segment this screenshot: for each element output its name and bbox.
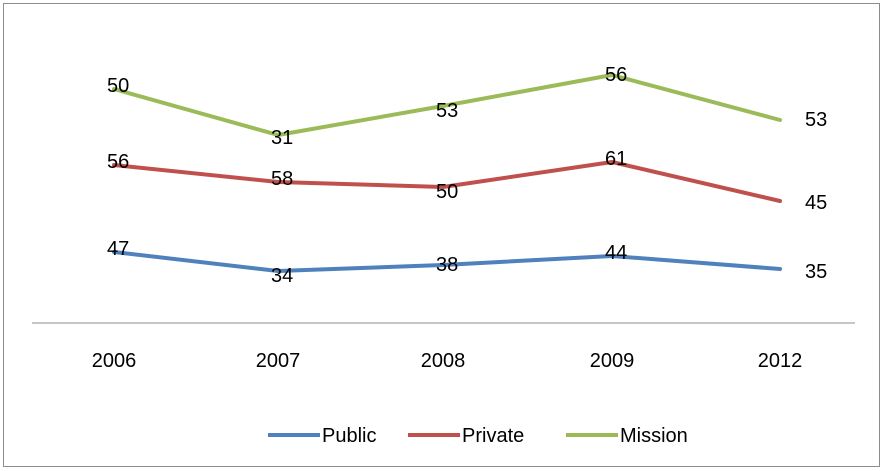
x-tick-2012: 2012 bbox=[758, 350, 803, 372]
data-label-mission-2009: 56 bbox=[605, 64, 627, 86]
series-line-private bbox=[112, 160, 782, 203]
series-public: 47 34 38 44 35 bbox=[107, 238, 827, 287]
legend-label-private: Private bbox=[462, 425, 524, 447]
series-line-mission bbox=[112, 73, 782, 137]
data-label-private-2007: 58 bbox=[271, 168, 293, 190]
data-label-public-2006: 47 bbox=[107, 238, 129, 260]
x-tick-2008: 2008 bbox=[421, 350, 466, 372]
data-label-mission-2012: 53 bbox=[805, 109, 827, 131]
legend-label-public: Public bbox=[322, 425, 376, 447]
legend-label-mission: Mission bbox=[620, 425, 688, 447]
data-label-public-2012: 35 bbox=[805, 261, 827, 283]
data-label-private-2008: 50 bbox=[436, 181, 458, 203]
data-label-private-2006: 56 bbox=[107, 151, 129, 173]
series-line-public bbox=[112, 250, 782, 273]
data-label-mission-2007: 31 bbox=[271, 127, 293, 149]
data-label-public-2007: 34 bbox=[271, 265, 293, 287]
data-label-private-2009: 61 bbox=[605, 148, 627, 170]
data-label-public-2008: 38 bbox=[436, 254, 458, 276]
data-label-private-2012: 45 bbox=[805, 192, 827, 214]
x-tick-2006: 2006 bbox=[92, 350, 137, 372]
data-label-mission-2008: 53 bbox=[436, 100, 458, 122]
x-tick-2007: 2007 bbox=[256, 350, 301, 372]
series-layer: 47 34 38 44 35 56 58 50 61 45 50 31 53 56 53 bbox=[107, 64, 827, 287]
data-label-mission-2006: 50 bbox=[107, 75, 129, 97]
x-tick-labels: 2006 2007 2008 2009 2012 bbox=[92, 350, 803, 372]
series-private: 56 58 50 61 45 bbox=[107, 148, 827, 214]
data-label-public-2009: 44 bbox=[605, 242, 627, 264]
x-tick-2009: 2009 bbox=[590, 350, 635, 372]
series-mission: 50 31 53 56 53 bbox=[107, 64, 827, 149]
legend: Public Private Mission bbox=[268, 425, 688, 447]
chart-frame bbox=[3, 3, 880, 467]
